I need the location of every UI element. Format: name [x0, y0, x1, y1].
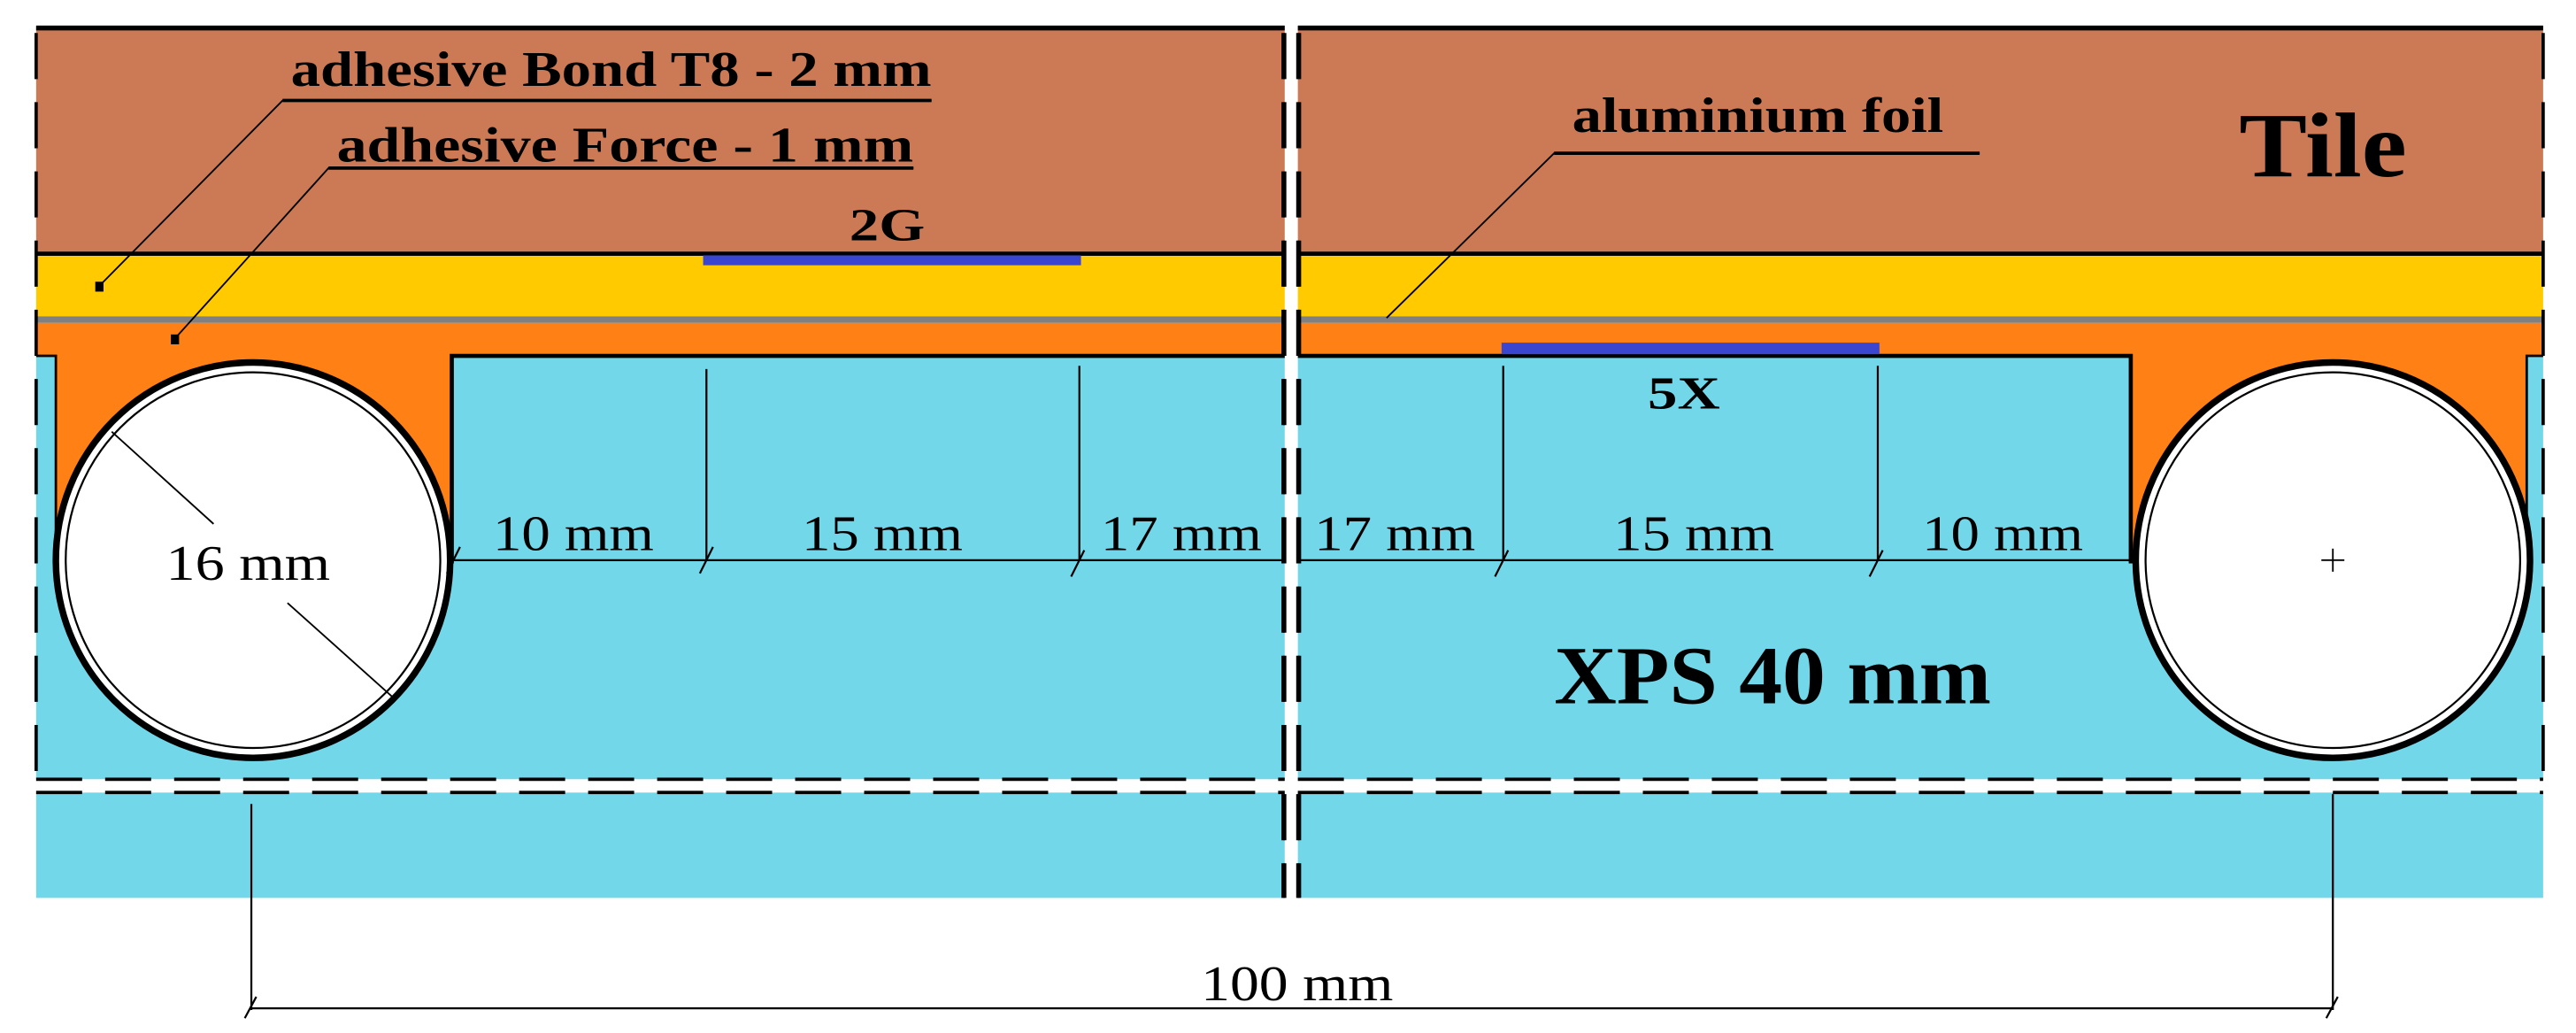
- dimension-label-right-1: 17 mm: [1314, 507, 1475, 562]
- label-underlines: [282, 98, 1980, 170]
- pipe-diameter-line: [111, 430, 214, 525]
- center-gap: [1286, 16, 1296, 906]
- dimension-lines-middle: [445, 366, 2131, 577]
- aluminium-foil-layer-left: [35, 316, 1285, 323]
- tile-label: Tile: [2239, 94, 2406, 197]
- tile-layer-right: [1297, 26, 2543, 254]
- pipe-diameter-label: 16 mm: [166, 536, 331, 591]
- dimension-label-left-2: 15 mm: [802, 507, 963, 562]
- adhesive-force-label: adhesive Force - 1 mm: [337, 118, 914, 173]
- adhesive-force-layer-right: [1297, 322, 2543, 357]
- dimension-label-right-2: 15 mm: [1613, 507, 1774, 562]
- pipe-spacing-dimension: [243, 794, 2339, 1019]
- dimension-label-left-3: 17 mm: [1101, 507, 1262, 562]
- dimension-label-right-3: 10 mm: [1922, 507, 2083, 562]
- sensor-5x-strip: [1501, 343, 1880, 355]
- pipe-left: [52, 358, 454, 761]
- sensor-2g-label: 2G: [850, 201, 925, 251]
- xps-label: XPS 40 mm: [1554, 631, 1991, 722]
- pipe-diameter-line: [287, 602, 396, 699]
- pipe-center-crosshair-icon: [2321, 548, 2345, 572]
- leader-dots: [95, 281, 180, 344]
- pipe-right: [2132, 358, 2534, 761]
- section-break-dashes: [35, 777, 2543, 795]
- aluminium-foil-layer-right: [1297, 316, 2543, 323]
- pipe-spacing-label: 100 mm: [1201, 957, 1393, 1012]
- xps-lower-layer-right: [1297, 792, 2543, 898]
- sensor-2g-strip: [703, 255, 1081, 266]
- sensor-5x-label: 5X: [1648, 369, 1720, 420]
- adhesive-bond-layer-right: [1297, 253, 2543, 317]
- center-gap-dashes: [1282, 33, 1300, 898]
- aluminium-foil-label: aluminium foil: [1573, 89, 1944, 143]
- adhesive-force-layer-left: [35, 322, 1285, 357]
- xps-lower-layer-left: [35, 792, 1285, 898]
- adhesive-bond-label: adhesive Bond T8 - 2 mm: [291, 42, 932, 97]
- dimension-label-left-1: 10 mm: [493, 507, 654, 562]
